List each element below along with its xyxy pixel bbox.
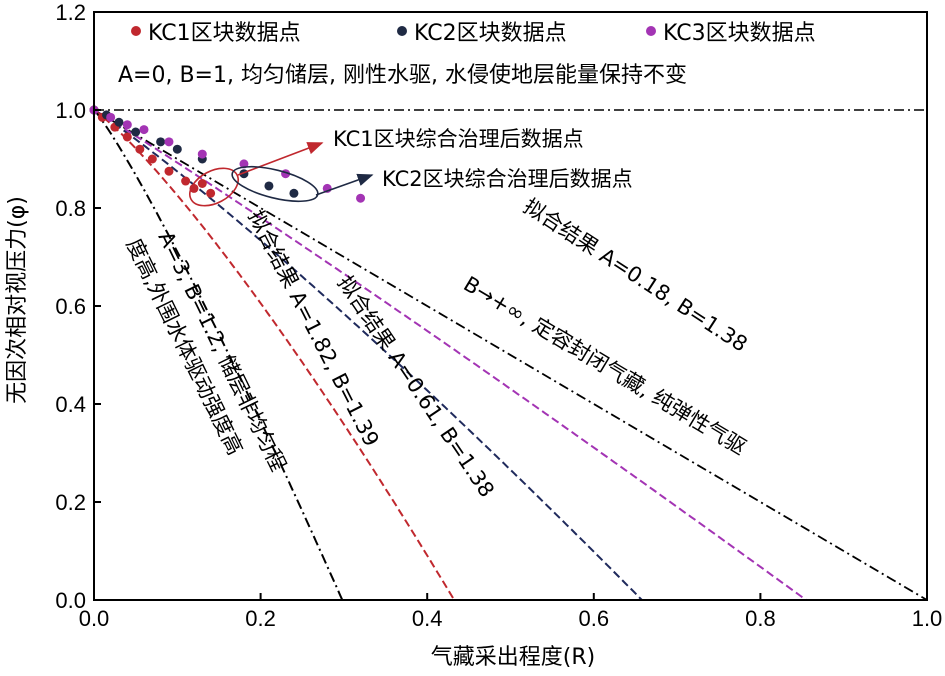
legend-note: A=0, B=1, 均匀储层, 刚性水驱, 水侵使地层能量保持不变 <box>118 63 687 88</box>
y-tick-label: 0.0 <box>55 588 86 613</box>
series-3-point <box>356 193 366 203</box>
x-tick-label: 1.0 <box>912 606 943 631</box>
y-tick-label: 0.8 <box>55 196 86 221</box>
legend-marker-kc1 <box>131 26 141 36</box>
series-2-point <box>172 144 182 154</box>
x-tick-label: 0.8 <box>745 606 776 631</box>
y-tick-label: 0.2 <box>55 490 86 515</box>
model-curve-0 <box>93 109 807 601</box>
series-1-point <box>206 188 216 198</box>
legend: KC1区块数据点 KC2区块数据点 KC3区块数据点 A=0, B=1, 均匀储… <box>118 21 816 88</box>
series-2-point <box>264 181 274 191</box>
y-axis-label: 无因次相对视压力(φ) <box>5 196 30 404</box>
x-tick-label: 0.2 <box>245 606 276 631</box>
kc2-callout-label: KC2区块综合治理后数据点 <box>382 167 633 191</box>
series-1-point <box>122 132 132 142</box>
series-1-point <box>164 166 174 176</box>
ticks-layer: 0.0 0.2 0.4 0.6 0.8 1.0 0.0 0.2 0.4 0.6 0.8 1.0 1.2 <box>55 0 942 631</box>
series-2-point <box>156 137 166 147</box>
series-1-point <box>197 179 207 188</box>
kc2-callout-arrow <box>315 173 374 196</box>
series-1-point <box>135 144 145 154</box>
series-2-point <box>289 188 299 198</box>
series-1-point <box>181 176 191 186</box>
legend-label-kc3: KC3区块数据点 <box>663 21 816 46</box>
legend-marker-kc3 <box>646 26 656 36</box>
y-tick-label: 0.4 <box>55 392 86 417</box>
x-tick-label: 0.6 <box>579 606 610 631</box>
series-1-point <box>147 154 157 164</box>
kc1-callout-arrow <box>237 142 324 176</box>
y-tick-label: 0.6 <box>55 294 86 319</box>
x-tick-label: 0.0 <box>79 606 110 631</box>
model-curve-2 <box>93 109 456 601</box>
series-3-point <box>139 125 149 135</box>
x-axis-label: 气藏采出程度(R) <box>431 645 595 670</box>
series-2-point <box>114 117 124 127</box>
series-3-point <box>106 112 116 122</box>
kc1-treated-ellipse <box>189 167 239 207</box>
legend-marker-kc2 <box>397 26 407 36</box>
series-2-point <box>131 127 141 137</box>
series-3-point <box>122 120 132 130</box>
y-tick-label: 1.0 <box>55 98 86 123</box>
x-tick-label: 0.4 <box>412 606 443 631</box>
legend-label-kc1: KC1区块数据点 <box>148 21 301 46</box>
y-tick-label: 1.2 <box>55 0 86 25</box>
series-3-point <box>197 149 207 159</box>
kc1-callout-label: KC1区块综合治理后数据点 <box>333 127 584 151</box>
series-3-point <box>164 137 174 147</box>
legend-label-kc2: KC2区块数据点 <box>414 21 567 46</box>
